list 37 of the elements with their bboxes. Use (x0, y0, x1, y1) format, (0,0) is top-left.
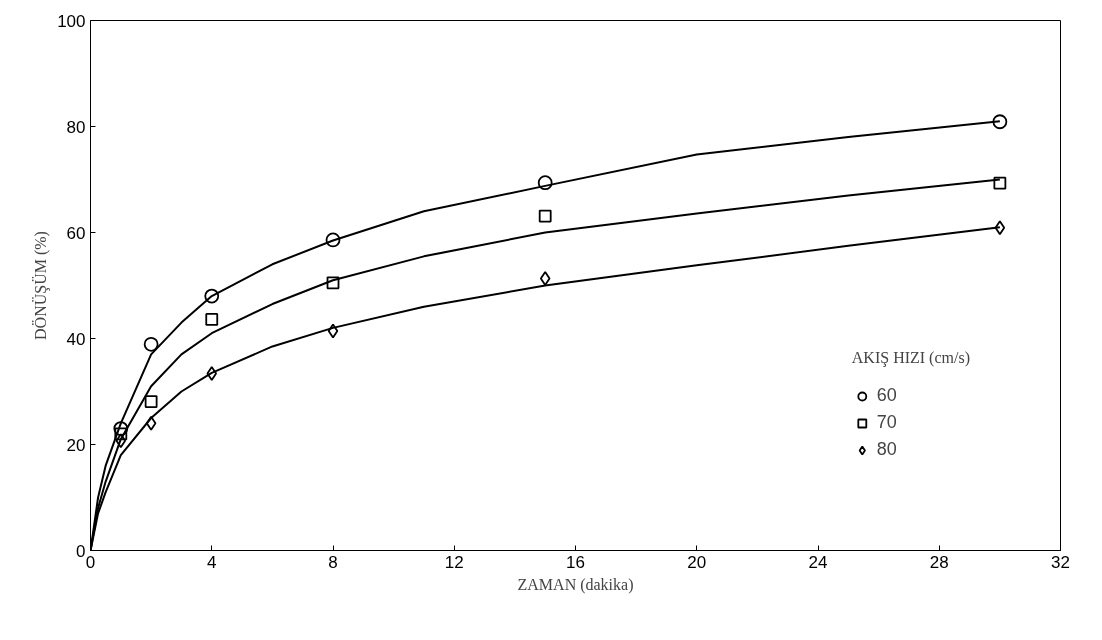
x-tick-label: 28 (929, 552, 949, 572)
point (115, 433, 127, 449)
y-tick-label: 40 (66, 329, 86, 349)
y-tick-label: 100 (57, 11, 86, 31)
x-axis-title: ZAMAN (dakika) (517, 575, 634, 594)
legend-title: AKIŞ HIZI (cm/s) (851, 349, 970, 367)
x-tick-label: 16 (566, 552, 585, 572)
point (993, 176, 1007, 190)
y-axis-title: DÖNÜŞÜM (%) (32, 231, 51, 340)
point (326, 276, 340, 290)
y-tick-label: 80 (66, 117, 86, 137)
point (327, 323, 339, 339)
point (537, 175, 553, 191)
point (538, 209, 552, 223)
point (205, 313, 219, 326)
point (539, 271, 551, 287)
legend-label: 70 (876, 412, 897, 433)
point (113, 421, 129, 436)
point (992, 114, 1008, 130)
x-tick-label: 4 (207, 552, 217, 572)
y-tick-label: 20 (66, 435, 86, 455)
x-tick-label: 12 (444, 552, 464, 572)
x-tick-label: 20 (687, 552, 707, 572)
x-tick-label: 8 (328, 552, 338, 572)
legend-label: 80 (876, 439, 897, 460)
x-tick-label: 32 (1051, 552, 1070, 572)
point (144, 395, 158, 408)
point (143, 336, 159, 352)
point (325, 232, 341, 248)
y-tick-label: 60 (66, 223, 86, 243)
point (206, 366, 217, 381)
point (204, 288, 220, 304)
x-tick-label: 24 (808, 552, 828, 572)
point (114, 427, 128, 441)
point (994, 220, 1006, 236)
point (145, 415, 157, 431)
legend-label: 60 (876, 385, 897, 406)
